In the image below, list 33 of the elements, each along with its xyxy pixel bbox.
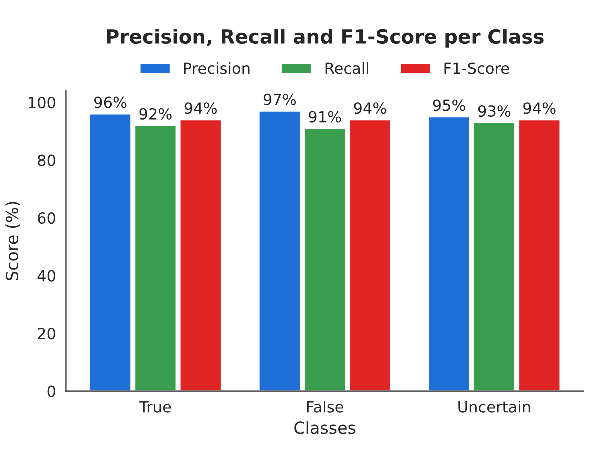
data-label: 94% [524,102,556,114]
bar [518,119,562,392]
x-tick-label: Uncertain [458,401,530,413]
x-tick-label: True [139,401,172,413]
chart-title: Precision, Recall and F1-Score per Class [107,29,544,48]
x-axis-title: Classes [294,421,356,434]
bar [134,124,178,392]
y-tick-label: 60 [38,212,56,224]
bar [428,116,471,392]
bar [348,119,392,392]
legend-label: Precision [184,62,250,74]
bar [304,128,347,392]
data-label: 93% [478,105,511,118]
y-tick-label: 100 [29,97,56,109]
data-label: 96% [94,96,127,108]
bar [258,110,302,392]
data-label: 97% [264,94,296,106]
legend-label: Recall [326,62,369,74]
data-label: 92% [140,108,172,120]
bar [89,113,132,392]
bar [179,119,222,392]
bar [472,122,516,392]
data-label: 91% [309,111,342,123]
y-tick-label: 40 [38,270,56,282]
data-label: 94% [184,102,217,114]
legend-label: F1-Score [444,62,510,74]
y-tick-label: 0 [48,386,56,398]
y-tick-label: 20 [38,328,56,340]
data-label: 95% [433,100,466,112]
data-label: 94% [354,102,386,114]
y-axis-title: Score (%) [6,202,21,280]
y-tick-label: 80 [38,154,56,166]
x-tick-label: False [307,401,344,413]
